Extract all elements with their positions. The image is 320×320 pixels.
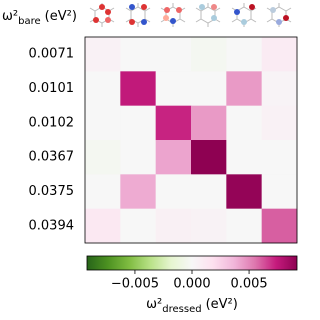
heatmap-cell [226,37,262,72]
heatmap-cell [261,174,298,209]
heatmap-cell [155,174,192,209]
heatmap-cell [261,105,298,141]
heatmap-frame [84,36,298,244]
heatmap-cell [85,105,121,141]
heatmap-cell [191,174,227,209]
cbar-label-symbol: ω² [146,297,162,312]
cbar-label-unit: (eV²) [206,297,238,312]
heatmap-cell [226,208,262,244]
heatmap-cell [226,140,262,175]
y-tick-label: 0.0071 [29,47,75,62]
heatmap-cell [226,174,262,209]
heatmap-cell [226,105,262,141]
chart: ω²bare (eV²) ω²dressed (eV²) 0.00710.01010… [2,2,298,316]
colorbar-tick-label: 0.005 [230,277,267,292]
heatmap-cell [85,37,121,72]
heatmap-cell [191,140,227,175]
colorbar-tick-label: −0.005 [111,277,159,292]
heatmap-cell [261,140,298,175]
heatmap-cell [120,105,156,141]
heatmap-cell [261,208,298,244]
heatmap-cell [261,37,298,72]
heatmap-cell [155,140,192,175]
heatmap-cell [191,105,227,141]
heatmap-cell [155,37,192,72]
y-label-unit: (eV²) [45,9,77,24]
heatmap-cell [261,71,298,106]
y-label-sub: bare [18,16,41,27]
y-tick-label: 0.0101 [29,81,75,96]
molecule-icons [89,2,292,28]
heatmap-cell [155,208,192,244]
heatmap-cell [191,71,227,106]
y-tick-label: 0.0375 [29,184,75,199]
heatmap-cell [85,140,121,175]
y-tick-label: 0.0394 [29,218,75,233]
heatmap-cell [85,174,121,209]
y-tick-label: 0.0102 [29,115,75,130]
heatmap-cell [120,140,156,175]
heatmap-cell [226,71,262,106]
heatmap-cell [155,105,192,141]
heatmap-cell [85,71,121,106]
heatmap-cell [120,174,156,209]
colorbar-label: ω²dressed (eV²) [146,297,238,316]
heatmap-cell [120,37,156,72]
heatmap-cell [120,71,156,106]
heatmap-cell [120,208,156,244]
cbar-label-sub: dressed [162,304,201,315]
y-tick-label: 0.0367 [29,150,75,165]
heatmap-cell [155,71,192,106]
colorbar [86,255,298,271]
colorbar-tick-label: 0.000 [173,277,210,292]
heatmap-cell [191,208,227,244]
heatmap-cell [85,208,121,244]
heatmap-cell [191,37,227,72]
y-axis-label: ω²bare (eV²) [2,9,77,28]
y-label-symbol: ω² [2,9,18,24]
